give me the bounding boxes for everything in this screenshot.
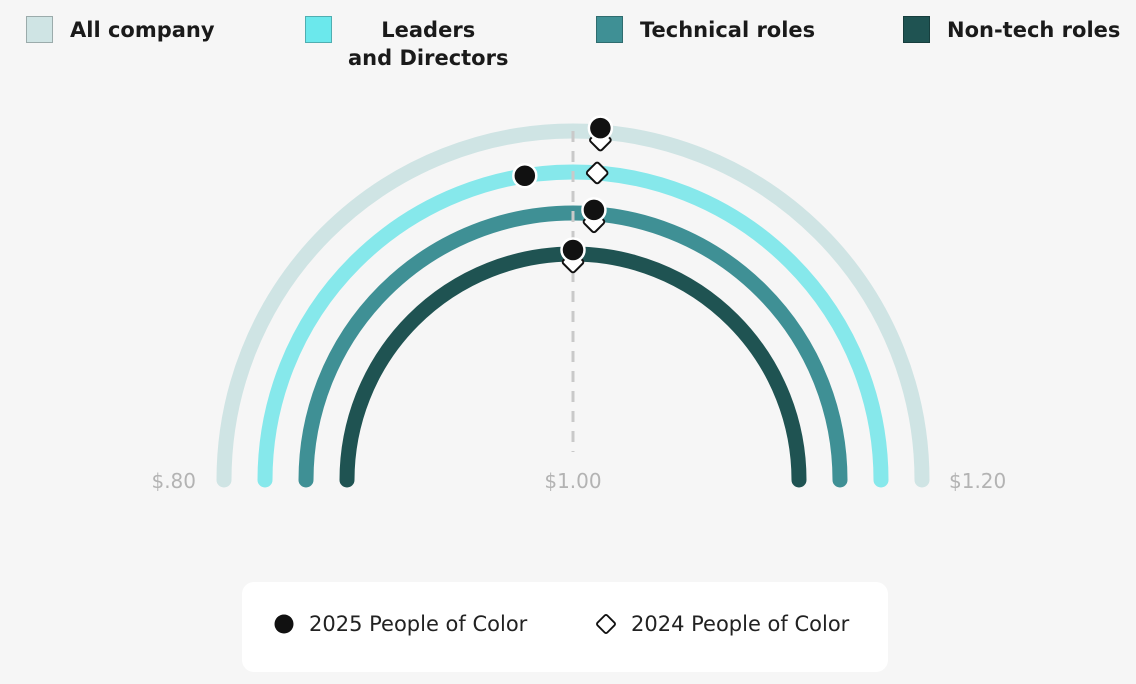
- marker-2024-leaders-and-directors: [585, 161, 609, 185]
- legend-label-line: Leaders: [381, 18, 476, 42]
- arc-all-company: [216, 123, 930, 488]
- legend-swatch-non-tech-roles: [903, 16, 930, 43]
- marker-legend-label-2024: 2024 People of Color: [631, 612, 850, 636]
- legend-swatch-technical-roles: [596, 16, 623, 43]
- tick-label: $1.00: [544, 469, 601, 493]
- marker-legend-item-2025: 2025 People of Color: [272, 612, 527, 636]
- legend-label-line: and Directors: [348, 46, 509, 70]
- open-diamond-icon: [585, 161, 609, 185]
- legend-label-all-company: All company: [70, 16, 215, 44]
- marker-2025-technical-roles: [581, 197, 607, 223]
- series-legend: All company Leaders and Directors Techni…: [0, 0, 1136, 80]
- legend-label-line: Technical roles: [640, 18, 816, 42]
- filled-circle-icon: [272, 612, 296, 636]
- legend-item-all-company: All company: [26, 16, 215, 44]
- legend-swatch-all-company: [26, 16, 53, 43]
- open-diamond-icon: [594, 612, 618, 636]
- tick-label: $1.20: [949, 469, 1006, 493]
- marker-legend-item-2024: 2024 People of Color: [594, 612, 849, 636]
- legend-label-line: Non-tech roles: [947, 18, 1121, 42]
- marker-2025-all-company: [587, 115, 614, 141]
- tick-label: $.80: [151, 469, 196, 493]
- legend-label-leaders-directors: Leaders and Directors: [348, 16, 508, 72]
- legend-label-technical-roles: Technical roles: [640, 16, 815, 44]
- legend-item-technical-roles: Technical roles: [596, 16, 815, 44]
- legend-label-line: All company: [70, 18, 215, 42]
- legend-item-leaders-directors: Leaders and Directors: [305, 16, 508, 72]
- marker-2025-leaders-and-directors: [512, 163, 538, 189]
- legend-label-non-tech-roles: Non-tech roles: [947, 16, 1120, 44]
- legend-swatch-leaders-directors: [305, 16, 332, 43]
- marker-legend-label-2025: 2025 People of Color: [309, 612, 528, 636]
- marker-legend: 2025 People of Color 2024 People of Colo…: [242, 582, 888, 672]
- arc-non-tech-roles: [339, 246, 807, 488]
- legend-item-non-tech-roles: Non-tech roles: [903, 16, 1120, 44]
- marker-2025-non-tech-roles: [560, 237, 586, 263]
